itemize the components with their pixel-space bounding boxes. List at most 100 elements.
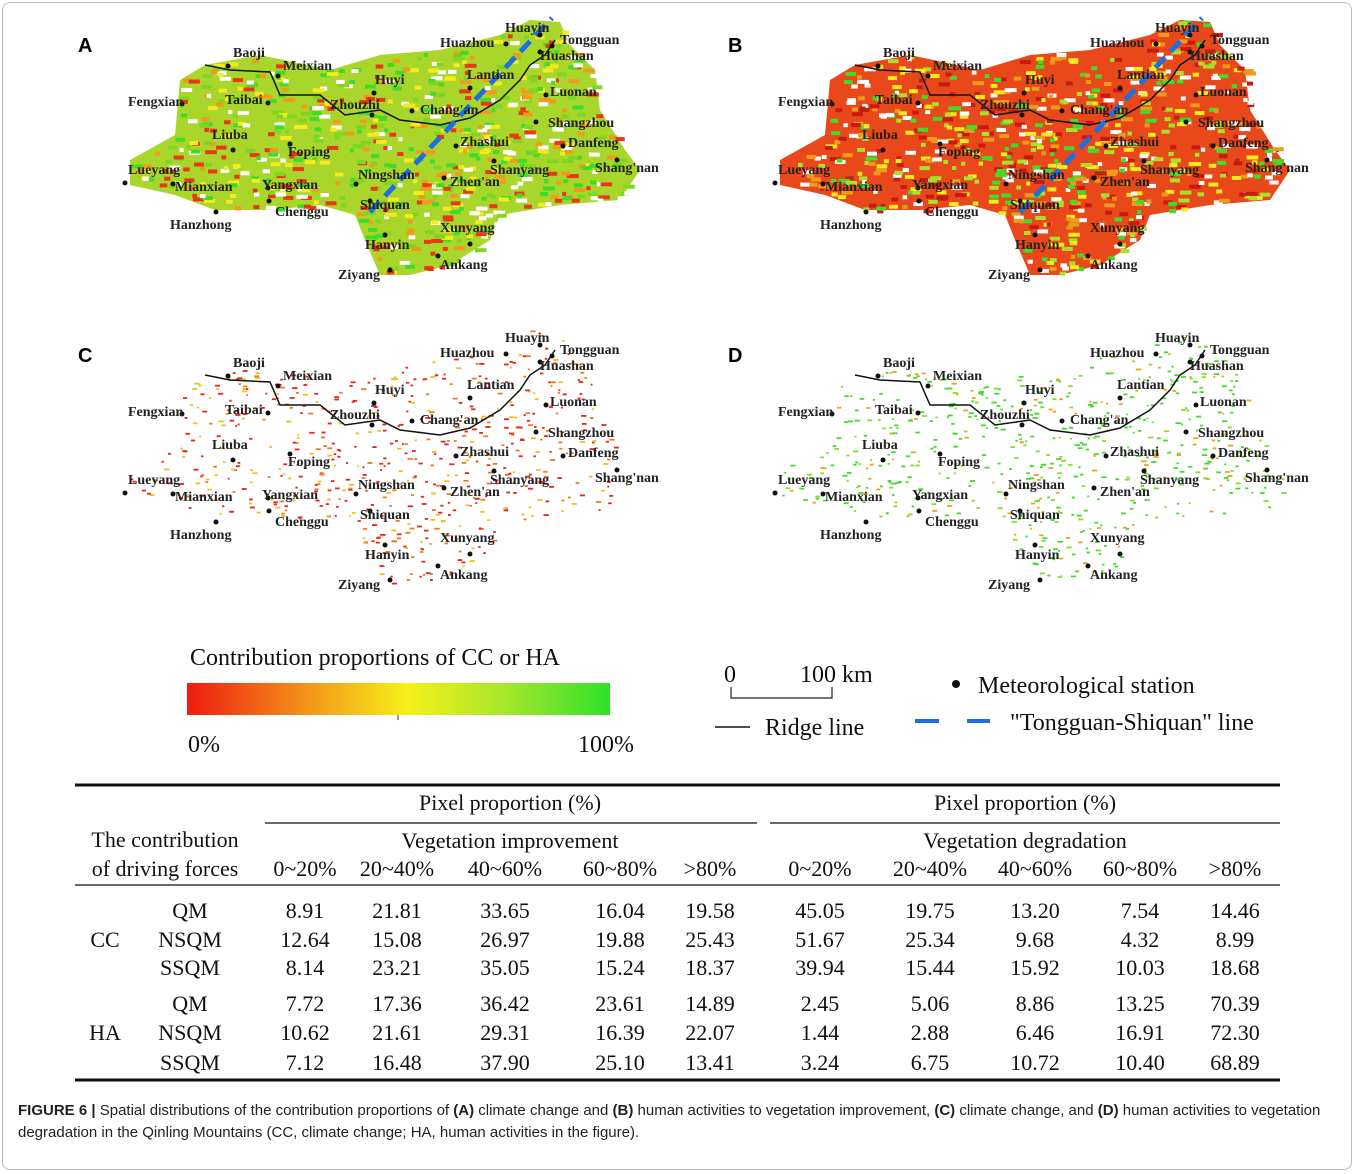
map-pixel: [1061, 575, 1063, 577]
cell: 14.89: [685, 991, 735, 1016]
map-pixel: [982, 454, 986, 456]
map-pixel: [320, 472, 324, 474]
map-pixel: [433, 484, 436, 486]
map-pixel: [432, 220, 438, 224]
map-pixel: [404, 158, 413, 162]
map-pixel: [431, 493, 436, 495]
map-pixel: [367, 133, 379, 137]
map-pixel: [1086, 449, 1089, 451]
map-pixel: [1130, 163, 1135, 167]
map-pixel: [357, 160, 366, 164]
station-name: Lantian: [467, 68, 515, 83]
map-pixel: [197, 407, 200, 409]
map-pixel: [562, 340, 564, 342]
map-pixel: [1218, 412, 1223, 414]
map-pixel: [1185, 407, 1187, 409]
map-pixel: [528, 88, 538, 92]
map-pixel: [446, 163, 455, 167]
map-pixel: [376, 542, 380, 544]
map-pixel: [459, 128, 463, 132]
station-name: Huayin: [505, 331, 550, 346]
map-pixel: [1034, 563, 1039, 565]
table-stub: The contribution: [91, 827, 238, 852]
map-pixel: [1112, 197, 1117, 201]
map-pixel: [223, 461, 226, 463]
station-dot: [1211, 144, 1216, 149]
map-pixel: [1060, 263, 1067, 267]
map-pixel: [1157, 437, 1161, 439]
station-name: Huashan: [1190, 359, 1244, 374]
map-pixel: [385, 213, 397, 217]
station-dot: [1194, 403, 1199, 408]
map-pixel: [354, 446, 356, 448]
map-pixel: [953, 446, 955, 448]
map-pixel: [948, 415, 953, 417]
map-pixel: [551, 385, 553, 387]
map-pixel: [346, 462, 348, 464]
map-pixel: [511, 434, 514, 436]
map-pixel: [849, 134, 859, 138]
map-pixel: [1143, 419, 1146, 421]
cell: 16.39: [595, 1020, 645, 1045]
map-pixel: [414, 191, 424, 195]
map-pixel: [269, 153, 279, 157]
map-pixel: [361, 141, 371, 145]
map-pixel: [986, 397, 988, 399]
map-pixel: [424, 53, 428, 57]
map-pixel: [276, 193, 286, 197]
map-pixel: [1077, 92, 1082, 96]
map-pixel: [1165, 506, 1167, 508]
map-pixel: [1182, 515, 1184, 517]
map-pixel: [345, 132, 354, 136]
map-pixel: [937, 197, 947, 201]
map-pixel: [870, 464, 874, 466]
row-name: QM: [172, 898, 207, 923]
map-pixel: [1115, 478, 1119, 480]
map-pixel: [598, 199, 604, 203]
map-pixel: [933, 200, 938, 204]
station-name: Meixian: [283, 369, 332, 384]
map-pixel: [435, 374, 438, 376]
map-pixel: [859, 463, 861, 465]
map-pixel: [538, 499, 543, 501]
map-pixel: [268, 476, 271, 478]
map-pixel: [1209, 164, 1217, 168]
column-header: 0~20%: [273, 856, 336, 881]
map-pixel: [909, 374, 911, 376]
map-pixel: [509, 103, 518, 107]
map-pixel: [327, 499, 330, 501]
map-pixel: [998, 507, 1003, 509]
map-pixel: [581, 415, 586, 417]
map-pixel: [997, 169, 1006, 173]
map-pixel: [857, 148, 865, 152]
map-pixel: [510, 361, 513, 363]
map-pixel: [242, 488, 247, 490]
map-pixel: [297, 437, 300, 439]
map-pixel: [1047, 223, 1052, 227]
map-pixel: [1056, 379, 1060, 381]
map-pixel: [532, 413, 535, 415]
map-pixel: [1246, 192, 1258, 196]
station-name: Zhashui: [1110, 135, 1159, 150]
map-pixel: [375, 219, 382, 223]
map-pixel: [398, 183, 403, 187]
map-pixel: [842, 475, 847, 477]
map-pixel: [368, 382, 371, 384]
map-pixel: [1001, 429, 1006, 431]
map-pixel: [1002, 161, 1013, 165]
map-pixel: [1222, 376, 1225, 378]
map-pixel: [989, 195, 999, 199]
station-name: Zhouzhi: [980, 98, 1030, 113]
station-name: Shanyang: [490, 473, 549, 488]
station-name: Mianxian: [175, 490, 233, 505]
map-pixel: [1164, 430, 1169, 432]
map-pixel: [1081, 163, 1093, 167]
map-pixel: [536, 469, 541, 471]
caption-text: (B): [613, 1102, 634, 1119]
map-pixel: [462, 565, 464, 567]
map-pixel: [290, 397, 295, 399]
map-pixel: [1039, 534, 1043, 536]
map-pixel: [884, 159, 889, 163]
map-pixel: [283, 79, 288, 83]
map-pixel: [948, 106, 957, 110]
